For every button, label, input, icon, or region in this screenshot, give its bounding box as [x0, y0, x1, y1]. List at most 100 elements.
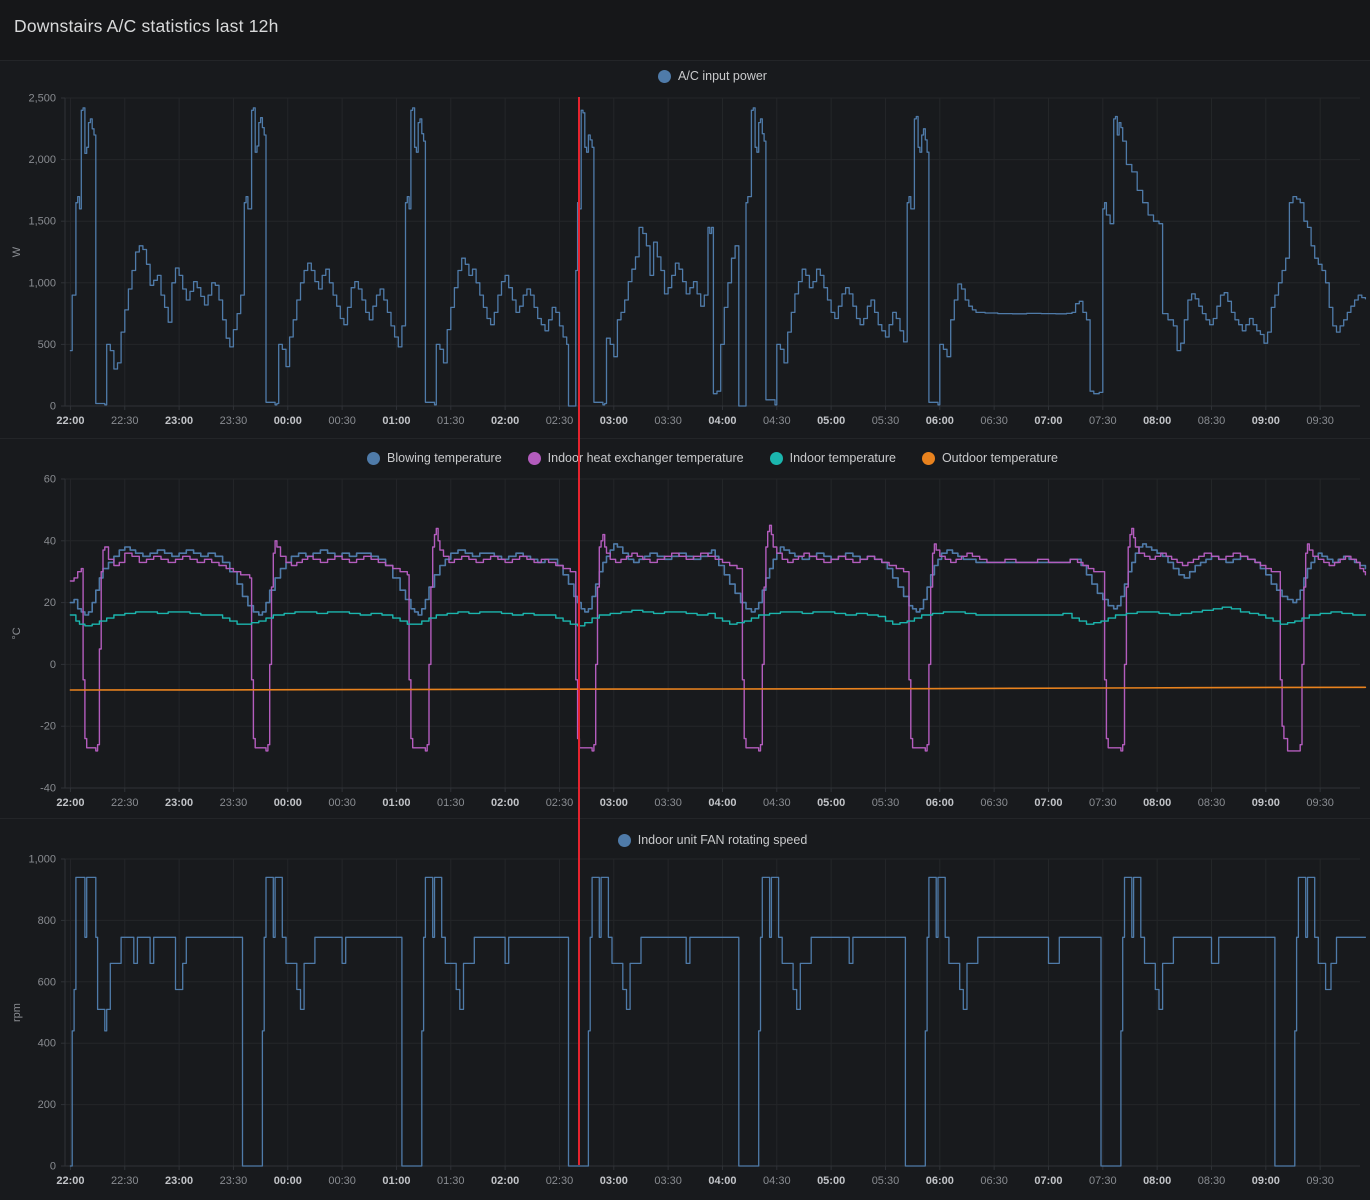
chart-plot-area[interactable]: 0 500 1,000 1,500 2,000 2,500 22:00 22:30 23:00 2… — [0, 61, 1370, 439]
x-axis-tick-label: 03:00 — [600, 1175, 628, 1187]
legend-item[interactable]: Indoor heat exchanger temperature — [527, 451, 744, 465]
series-line — [69, 543, 1367, 616]
x-axis-tick-label: 08:30 — [1198, 797, 1226, 809]
x-axis-tick-label: 07:30 — [1089, 1175, 1117, 1187]
x-axis-tick-label: 01:30 — [437, 797, 465, 809]
legend-series-label: Outdoor temperature — [941, 451, 1058, 465]
legend-series-dot-icon — [617, 833, 631, 847]
y-axis-tick-label: -20 — [40, 721, 56, 733]
panel-fan-speed: Indoor unit FAN rotating speed 0 200 400 600… — [0, 818, 1370, 1200]
y-axis-tick-label: 500 — [38, 339, 56, 351]
legend-item[interactable]: Outdoor temperature — [921, 451, 1058, 465]
x-axis-tick-label: 02:30 — [546, 1175, 574, 1187]
x-axis-tick-label: 03:00 — [600, 797, 628, 809]
y-axis-unit-label: °C — [11, 627, 23, 639]
x-axis-tick-label: 06:00 — [926, 797, 954, 809]
y-axis-tick-label: 2,000 — [28, 154, 56, 166]
x-axis-tick-label: 06:30 — [980, 415, 1008, 427]
x-axis-tick-label: 23:00 — [165, 415, 193, 427]
x-axis-tick-label: 03:30 — [654, 415, 682, 427]
x-axis-tick-label: 04:00 — [708, 797, 736, 809]
x-axis-tick-label: 22:00 — [56, 415, 84, 427]
series-line — [69, 686, 1367, 691]
legend-series-dot-icon — [769, 451, 783, 465]
x-axis-tick-label: 01:00 — [382, 415, 410, 427]
x-axis-tick-label: 04:30 — [763, 797, 791, 809]
series-line — [69, 107, 1367, 407]
x-axis-tick-label: 04:30 — [763, 1175, 791, 1187]
x-axis-tick-label: 02:00 — [491, 1175, 519, 1187]
y-axis-tick-label: -40 — [40, 783, 56, 795]
x-axis-tick-label: 04:00 — [708, 1175, 736, 1187]
legend: Blowing temperature Indoor heat exchanger… — [65, 451, 1360, 465]
x-axis-tick-label: 08:00 — [1143, 415, 1171, 427]
chart-plot-area[interactable]: 0 200 400 600 800 1,000 22:00 22:30 23:00 23:30 00… — [0, 819, 1370, 1200]
y-axis-unit-label: rpm — [11, 1003, 23, 1022]
y-axis-tick-label: 1,000 — [28, 277, 56, 289]
x-axis-tick-label: 05:30 — [872, 415, 900, 427]
x-axis-tick-label: 08:00 — [1143, 1175, 1171, 1187]
x-axis-tick-label: 09:30 — [1306, 797, 1334, 809]
x-axis-tick-label: 22:00 — [56, 1175, 84, 1187]
x-axis-tick-label: 22:30 — [111, 1175, 139, 1187]
legend-series-label: Blowing temperature — [387, 451, 502, 465]
x-axis-tick-label: 05:00 — [817, 415, 845, 427]
x-axis-tick-label: 05:00 — [817, 797, 845, 809]
x-axis-tick-label: 00:00 — [274, 415, 302, 427]
y-axis-tick-label: 800 — [38, 915, 56, 927]
x-axis-tick-label: 01:30 — [437, 1175, 465, 1187]
legend-series-dot-icon — [367, 451, 380, 465]
x-axis-tick-label: 02:00 — [491, 415, 519, 427]
x-axis-tick-label: 06:30 — [980, 1175, 1008, 1187]
x-axis-tick-label: 08:00 — [1143, 797, 1171, 809]
x-axis-tick-label: 22:00 — [56, 797, 84, 809]
x-axis-tick-label: 22:30 — [111, 415, 139, 427]
x-axis-tick-label: 23:30 — [220, 1175, 248, 1187]
x-axis-tick-label: 00:30 — [328, 415, 356, 427]
legend-item[interactable]: A/C input power — [658, 69, 767, 83]
x-axis-tick-label: 03:30 — [654, 1175, 682, 1187]
x-axis-tick-label: 03:30 — [654, 797, 682, 809]
series-line — [69, 876, 1367, 1167]
x-axis-tick-label: 09:30 — [1306, 1175, 1334, 1187]
x-axis-tick-label: 05:30 — [872, 1175, 900, 1187]
legend-item[interactable]: Indoor temperature — [769, 451, 896, 465]
x-axis-tick-label: 09:00 — [1252, 415, 1280, 427]
x-axis-tick-label: 22:30 — [111, 797, 139, 809]
y-axis-tick-label: 60 — [44, 474, 56, 486]
x-axis-tick-label: 00:30 — [328, 797, 356, 809]
x-axis-tick-label: 23:00 — [165, 1175, 193, 1187]
x-axis-tick-label: 09:30 — [1306, 415, 1334, 427]
legend-series-dot-icon — [921, 451, 935, 465]
x-axis-tick-label: 06:30 — [980, 797, 1008, 809]
x-axis-tick-label: 01:00 — [382, 797, 410, 809]
x-axis-tick-label: 01:00 — [382, 1175, 410, 1187]
legend-series-label: Indoor unit FAN rotating speed — [637, 833, 808, 847]
y-axis-tick-label: 0 — [50, 401, 56, 413]
panel-ac-input-power: A/C input power 0 500 1,000 1,500 2,000 2,500 2… — [0, 60, 1370, 438]
legend-series-label: A/C input power — [678, 69, 767, 83]
x-axis-tick-label: 06:00 — [926, 1175, 954, 1187]
y-axis-tick-label: 1,500 — [28, 216, 56, 228]
x-axis-tick-label: 07:30 — [1089, 415, 1117, 427]
x-axis-tick-label: 07:00 — [1034, 415, 1062, 427]
chart-plot-area[interactable]: -40 -20 0 20 40 60 22:00 22:30 23:00 23:30 00:00 00… — [0, 439, 1370, 819]
legend-item[interactable]: Indoor unit FAN rotating speed — [617, 833, 808, 847]
y-axis-tick-label: 600 — [38, 976, 56, 988]
x-axis-tick-label: 05:00 — [817, 1175, 845, 1187]
x-axis-tick-label: 05:30 — [872, 797, 900, 809]
x-axis-tick-label: 03:00 — [600, 415, 628, 427]
x-axis-tick-label: 23:30 — [220, 415, 248, 427]
y-axis-tick-label: 1,000 — [28, 854, 56, 866]
x-axis-tick-label: 07:30 — [1089, 797, 1117, 809]
y-axis-tick-label: 0 — [50, 1161, 56, 1173]
legend-series-dot-icon — [658, 69, 672, 83]
x-axis-tick-label: 04:30 — [763, 415, 791, 427]
x-axis-tick-label: 02:30 — [546, 415, 574, 427]
x-axis-tick-label: 00:30 — [328, 1175, 356, 1187]
legend-series-label: Indoor heat exchanger temperature — [547, 451, 744, 465]
x-axis-tick-label: 00:00 — [274, 1175, 302, 1187]
legend-item[interactable]: Blowing temperature — [367, 451, 502, 465]
panel-temperatures: Blowing temperature Indoor heat exchanger… — [0, 438, 1370, 818]
